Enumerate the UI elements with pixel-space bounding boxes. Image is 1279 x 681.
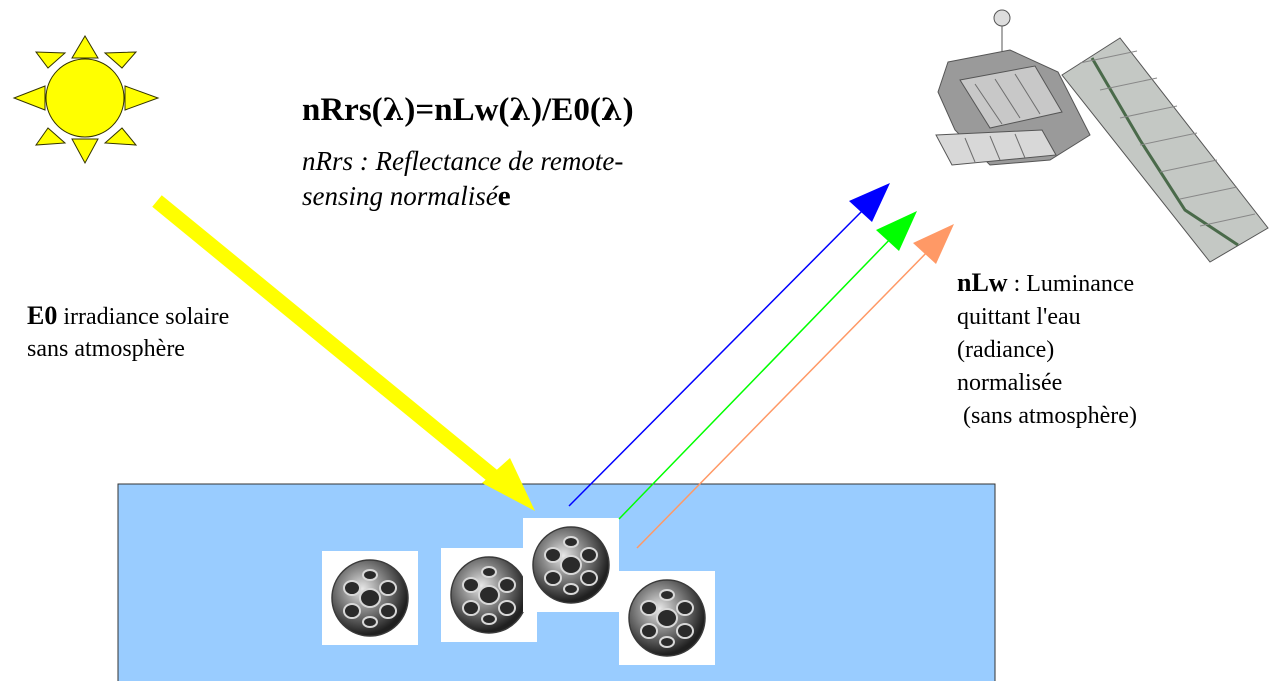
definition-bold-suffix: e: [497, 180, 511, 212]
coccolithophore-icon: [618, 570, 716, 666]
satellite-icon: [935, 9, 1269, 263]
nlw-description: quittant l'eau: [957, 304, 1081, 330]
lambda-symbol: λ: [382, 92, 405, 128]
coccolithophore-icon: [321, 550, 419, 646]
formula-part: )=nLw(: [404, 92, 510, 128]
lambda-symbol: λ: [509, 92, 532, 128]
e0-label: E0 irradiance solaire sans atmosphère: [27, 300, 317, 365]
e0-description: irradiance solaire: [57, 304, 230, 330]
lambda-symbol: λ: [600, 92, 623, 128]
e0-term: E0: [27, 301, 58, 330]
nlw-description: : Luminance: [1007, 271, 1135, 297]
nlw-description: (sans atmosphère): [957, 403, 1137, 429]
incident-irradiance-arrow: [152, 195, 535, 511]
coccolithophore-icon: [440, 547, 538, 643]
definition-line: nRrs : Reflectance de remote-: [302, 146, 624, 176]
nrrs-formula: nRrs(λ)=nLw(λ)/E0(λ): [302, 90, 634, 130]
nlw-description: (radiance): [957, 337, 1055, 363]
green-ray-arrow: [618, 211, 917, 520]
orange-ray-arrow: [636, 224, 954, 549]
blue-ray-arrow: [568, 183, 890, 507]
formula-part: ): [622, 92, 634, 128]
e0-description: sans atmosphère: [27, 336, 185, 362]
formula-part: nRrs(: [302, 92, 383, 128]
nlw-term: nLw: [957, 268, 1008, 297]
coccolithophore-icon: [522, 517, 620, 613]
formula-part: )/E0(: [531, 92, 601, 128]
definition-line: sensing normalisé: [302, 181, 498, 211]
sun-icon: [12, 35, 160, 165]
nlw-description: normalisée: [957, 370, 1063, 396]
nlw-label: nLw : Luminance quittant l'eau (radiance…: [957, 266, 1237, 433]
nrrs-definition: nRrs : Reflectance de remote- sensing no…: [302, 144, 762, 214]
